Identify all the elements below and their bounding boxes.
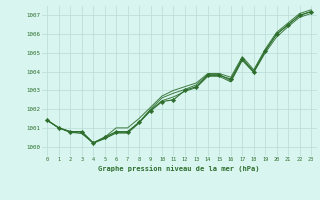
- X-axis label: Graphe pression niveau de la mer (hPa): Graphe pression niveau de la mer (hPa): [99, 165, 260, 172]
